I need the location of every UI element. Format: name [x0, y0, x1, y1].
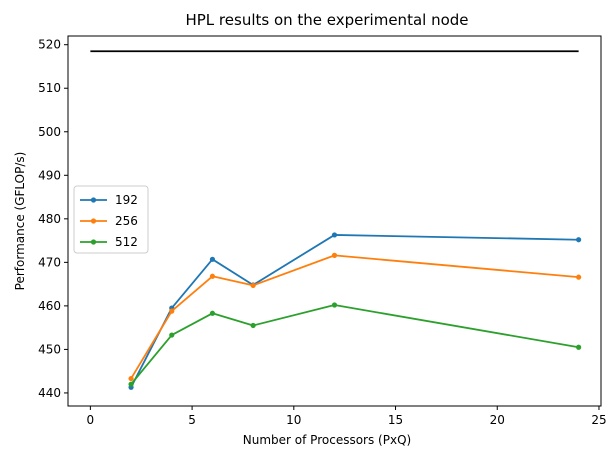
x-tick-label: 20: [490, 413, 505, 427]
plot-frame: [67, 35, 602, 407]
data-point-256: [128, 375, 134, 382]
x-tick-label: 10: [286, 413, 301, 427]
legend-box: [73, 185, 149, 254]
legend-label: 512: [115, 235, 138, 249]
data-point-192: [576, 237, 582, 243]
data-point-512: [128, 381, 134, 387]
series-line-512: [130, 304, 579, 385]
x-tick-label: 5: [188, 413, 196, 427]
y-tick-label: 450: [38, 342, 61, 356]
data-point-256: [576, 274, 582, 280]
chart-title: HPL results on the experimental node: [185, 11, 468, 29]
data-point-256: [250, 282, 256, 289]
data-point-192: [209, 256, 216, 262]
data-point-256: [331, 252, 338, 258]
y-tick-label: 510: [38, 81, 61, 95]
legend-label: 256: [115, 214, 138, 228]
x-tick-label: 25: [591, 413, 606, 427]
legend: 192 256 512: [73, 185, 149, 254]
y-tick-label: 520: [38, 38, 61, 52]
y-tick-label: 480: [38, 212, 61, 226]
data-point-192: [331, 232, 338, 238]
y-tick-label: 470: [38, 255, 61, 269]
data-point-512: [250, 322, 256, 329]
data-point-256: [209, 273, 216, 279]
data-point-512: [331, 302, 338, 308]
data-point-512: [169, 332, 175, 338]
x-tick-label: 0: [87, 413, 95, 427]
y-axis-label: Performance (GFLOP/s): [13, 152, 27, 291]
legend-marker: [90, 239, 97, 245]
data-point-512: [576, 344, 582, 350]
legend-marker: [90, 197, 97, 203]
x-tick-label: 15: [388, 413, 403, 427]
legend-label: 192: [115, 193, 138, 207]
series-line-256: [130, 254, 579, 380]
legend-marker: [90, 218, 97, 224]
data-point-512: [209, 310, 216, 316]
x-axis-label: Number of Processors (PxQ): [243, 433, 411, 447]
y-tick-label: 490: [38, 168, 61, 182]
y-tick-label: 460: [38, 299, 61, 313]
y-tick-label: 500: [38, 125, 61, 139]
y-tick-label: 440: [38, 386, 61, 400]
data-point-256: [169, 308, 175, 314]
